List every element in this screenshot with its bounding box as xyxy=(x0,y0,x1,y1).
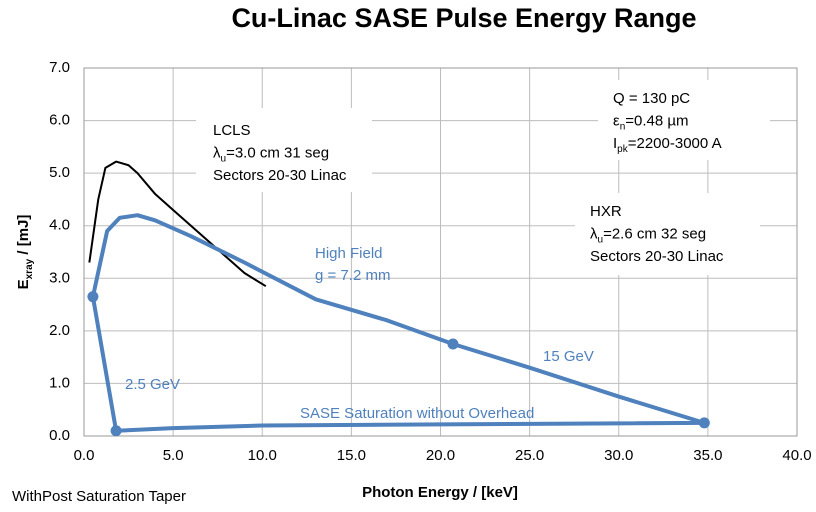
plot-frame xyxy=(83,67,798,437)
y-tick-label: 7.0 xyxy=(49,59,70,76)
annotation-text-sub: n xyxy=(620,122,626,133)
annotation-text-part: λ xyxy=(213,144,221,161)
series-label: High Field xyxy=(315,245,383,262)
x-tick-label: 30.0 xyxy=(604,447,633,464)
x-tick-label: 10.0 xyxy=(248,447,277,464)
series-label: 15 GeV xyxy=(543,348,594,365)
y-tick-label: 0.0 xyxy=(49,427,70,444)
annotation-text: Sectors 20-30 Linac xyxy=(590,248,724,265)
annotation-text-part: Q = 130 pC xyxy=(613,90,690,107)
y-axis-label-part: / [mJ] xyxy=(15,215,32,259)
annotation-text-part: HXR xyxy=(590,203,622,220)
y-tick-label: 3.0 xyxy=(49,269,70,286)
annotation-text: Q = 130 pC xyxy=(613,90,690,107)
y-axis-label-part: E xyxy=(15,279,32,289)
data-point xyxy=(87,291,99,303)
x-tick-label: 25.0 xyxy=(515,447,544,464)
annotation-box xyxy=(196,108,372,192)
annotation-text: λu=2.6 cm 32 seg xyxy=(590,225,706,245)
annotation-text-part: LCLS xyxy=(213,122,251,139)
annotation-text-part: =3.0 cm 31 seg xyxy=(226,144,329,161)
annotation-text-sub: u xyxy=(598,235,604,246)
y-tick-label: 2.0 xyxy=(49,322,70,339)
x-tick-label: 0.0 xyxy=(74,447,95,464)
y-tick-label: 1.0 xyxy=(49,374,70,391)
data-point xyxy=(698,417,710,429)
annotation-box xyxy=(575,193,760,275)
x-tick-label: 20.0 xyxy=(426,447,455,464)
x-tick-label: 5.0 xyxy=(163,447,184,464)
x-tick-label: 15.0 xyxy=(337,447,366,464)
annotation-text-part: Sectors 20-30 Linac xyxy=(590,248,724,265)
series-label: SASE Saturation without Overhead xyxy=(300,405,534,422)
annotation-text: Sectors 20-30 Linac xyxy=(213,167,347,184)
annotation-text: Ipk=2200-3000 A xyxy=(613,135,722,155)
annotation-text-sub: pk xyxy=(617,144,629,155)
data-point xyxy=(110,425,122,437)
series-label: 2.5 GeV xyxy=(125,376,180,393)
annotation-text: LCLS xyxy=(213,122,251,139)
footer-note: WithPost Saturation Taper xyxy=(12,488,186,505)
annotation-text-part: =2.6 cm 32 seg xyxy=(603,225,706,242)
x-tick-label: 40.0 xyxy=(782,447,811,464)
annotation-text-sub: u xyxy=(221,154,227,165)
annotation-text-part: λ xyxy=(590,225,598,242)
chart-title: Cu-Linac SASE Pulse Energy Range xyxy=(231,3,696,33)
annotation-text: λu=3.0 cm 31 seg xyxy=(213,144,329,164)
x-tick-label: 35.0 xyxy=(693,447,722,464)
y-axis-label: Exray / [mJ] xyxy=(15,215,35,290)
data-point xyxy=(447,338,459,350)
annotation-text-part: =0.48 µm xyxy=(625,112,688,129)
y-tick-label: 4.0 xyxy=(49,217,70,234)
annotation-text: HXR xyxy=(590,203,622,220)
annotation-text-part: =2200-3000 A xyxy=(628,135,722,152)
y-tick-label: 6.0 xyxy=(49,112,70,129)
annotation-text: εn=0.48 µm xyxy=(613,112,689,132)
annotation-text-part: I xyxy=(613,135,617,152)
series-label: g = 7.2 mm xyxy=(315,267,390,284)
y-axis-label-sub: xray xyxy=(24,258,35,279)
annotation-text-part: Sectors 20-30 Linac xyxy=(213,167,347,184)
y-tick-label: 5.0 xyxy=(49,164,70,181)
x-axis-label: Photon Energy / [keV] xyxy=(362,484,518,501)
annotation-text-part: ε xyxy=(613,112,620,129)
annotation-box xyxy=(598,80,770,160)
